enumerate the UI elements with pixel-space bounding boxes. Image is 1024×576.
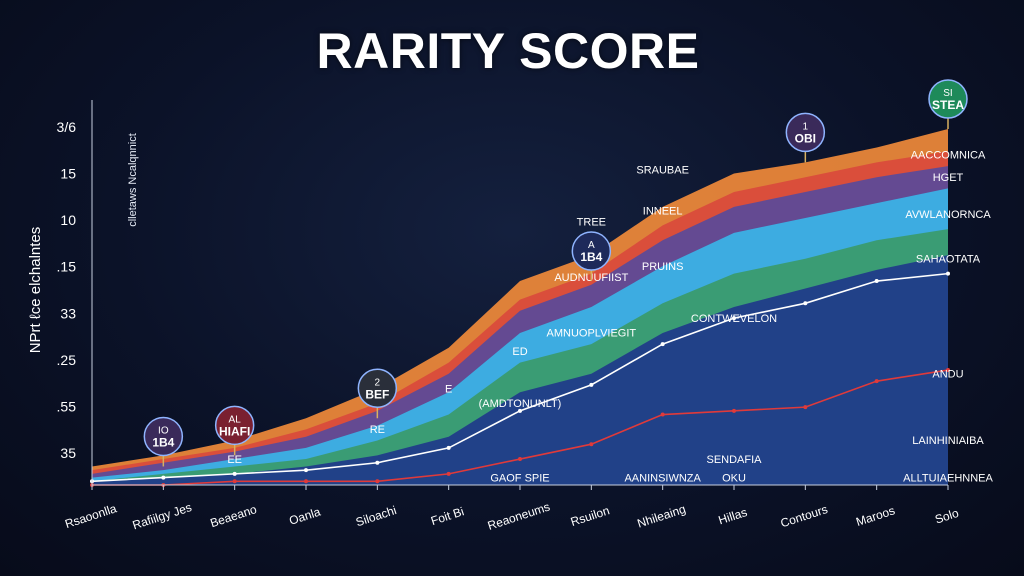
x-tick-label: Rsaoonlla xyxy=(63,501,118,531)
line-point-0-11 xyxy=(874,279,879,284)
area-annotation: INNEEL xyxy=(643,205,683,217)
line-point-1-7 xyxy=(589,442,594,447)
line-point-0-2 xyxy=(232,471,237,476)
area-annotation: PRUINS xyxy=(642,261,684,273)
area-annotation: AVWLANORNCA xyxy=(905,209,991,221)
x-tick-label: Siloachi xyxy=(354,503,398,529)
area-annotation: RE xyxy=(370,424,385,436)
callout-line2: 1B4 xyxy=(152,435,174,449)
callout-line1: A xyxy=(588,240,595,251)
line-point-0-10 xyxy=(803,301,808,306)
callout-bubble xyxy=(214,405,255,446)
line-point-1-10 xyxy=(803,405,808,410)
callout-line2: STEA xyxy=(932,98,964,112)
y-tick-label: 15 xyxy=(60,166,76,182)
area-annotation: AMNUOPLVIEGIT xyxy=(547,328,637,340)
line-point-0-8 xyxy=(660,342,665,347)
y-tick-label: .25 xyxy=(57,352,77,368)
area-annotation: E xyxy=(445,383,452,395)
line-point-0-7 xyxy=(589,382,594,387)
y-axis-label: NPrt ℓce elchalntes xyxy=(27,227,44,354)
line-point-1-9 xyxy=(732,408,736,413)
x-tick-label: Rafiilgy Jes xyxy=(131,500,194,532)
callout-line2: 1B4 xyxy=(580,250,602,264)
x-tick-label: Nhileaing xyxy=(635,502,687,531)
area-annotation: CONTWEVELON xyxy=(691,313,777,325)
callout-line2: HIAFI xyxy=(219,424,250,438)
y-tick-label: .55 xyxy=(57,398,77,414)
line-point-0-9 xyxy=(732,316,736,321)
area-annotation: SRAUBAE xyxy=(636,165,689,177)
area-series-5 xyxy=(92,255,948,485)
line-point-0-12 xyxy=(946,271,950,276)
x-tick-label: Reaoneums xyxy=(486,500,552,533)
y-axis-caption: clletaws Ncalqnnict xyxy=(127,133,139,227)
callout-line2: BEF xyxy=(365,387,389,401)
line-point-0-6 xyxy=(518,408,522,413)
line-point-1-12 xyxy=(946,368,950,373)
callout-line2: OBI xyxy=(795,131,816,145)
line-point-1-5 xyxy=(446,471,451,476)
y-tick-label: 33 xyxy=(60,305,76,321)
line-point-1-4 xyxy=(375,479,380,484)
area-annotation: GAOF SPIE xyxy=(490,472,549,484)
x-tick-label: Rsuilon xyxy=(569,503,611,529)
area-annotation: (AMDTONUNLT) xyxy=(479,398,562,410)
callout-bubble xyxy=(928,79,968,119)
area-annotation: SAHAOTATA xyxy=(916,254,981,266)
area-annotation: HGET xyxy=(933,172,964,184)
callout-line1: SI xyxy=(943,88,952,99)
x-tick-label: Solo xyxy=(933,506,960,527)
area-annotation: LAINHINIAIBA xyxy=(912,435,984,447)
line-point-0-5 xyxy=(446,445,451,450)
callout-line1: IO xyxy=(158,425,169,436)
y-tick-label: .15 xyxy=(57,259,77,275)
y-tick-label: 3/6 xyxy=(57,119,77,135)
y-tick-label: 35 xyxy=(60,445,76,461)
area-annotation: AACCOMNICA xyxy=(911,150,986,162)
line-point-1-3 xyxy=(304,479,308,484)
x-tick-label: Hillas xyxy=(717,505,749,527)
area-annotation: SENDAFIA xyxy=(706,454,762,466)
line-point-0-4 xyxy=(375,460,380,465)
area-annotation: ANDU xyxy=(932,368,963,380)
x-tick-label: Maroos xyxy=(854,503,896,529)
callout-line1: AL xyxy=(229,414,242,425)
callout-bubble xyxy=(357,368,398,408)
area-annotation: ED xyxy=(512,346,527,358)
line-point-1-11 xyxy=(874,379,879,384)
x-tick-label: Contours xyxy=(779,502,830,530)
line-point-0-3 xyxy=(304,468,308,473)
callout-bubble xyxy=(785,112,826,153)
line-point-1-8 xyxy=(660,412,665,417)
area-annotation: AANINSIWNZA xyxy=(624,472,701,484)
line-point-1-6 xyxy=(518,457,522,462)
x-tick-label: Oanla xyxy=(287,504,322,527)
x-tick-label: Beaeano xyxy=(208,502,258,530)
y-tick-label: 10 xyxy=(60,212,76,228)
line-point-0-1 xyxy=(161,475,166,480)
callout-bubble xyxy=(571,231,612,271)
line-point-1-2 xyxy=(232,479,237,484)
callout-line1: 1 xyxy=(803,121,809,132)
callout-bubble xyxy=(143,416,184,457)
area-annotation: EE xyxy=(227,454,242,466)
area-annotation: TREE xyxy=(577,216,606,228)
area-annotation: OKU xyxy=(722,472,746,484)
chart-title: RARITY SCORE xyxy=(316,23,700,79)
x-tick-label: Foit Bi xyxy=(429,504,466,528)
area-annotation: ALLTUIAEHNNEA xyxy=(903,472,993,484)
callout-line1: 2 xyxy=(375,377,381,388)
